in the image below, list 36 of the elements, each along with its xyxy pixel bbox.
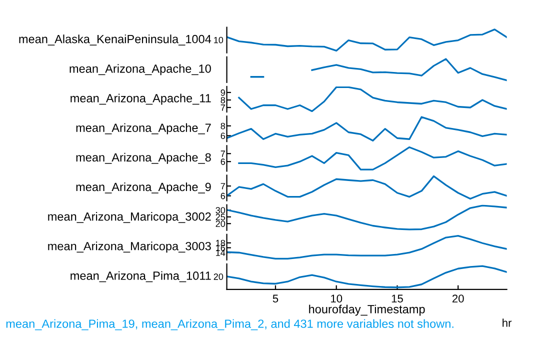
y-tick-label: 18: [216, 240, 226, 246]
y-tick-label: 6: [220, 132, 226, 140]
y-tick-label: 8: [220, 122, 226, 130]
text: hr: [502, 318, 512, 327]
line-series: [226, 234, 507, 260]
y-tick-label: 9: [220, 89, 225, 96]
line-series: [238, 146, 507, 170]
x-tick-label: 15: [392, 294, 403, 303]
y-axis-title: mean_Arizona_Maricopa_3003: [48, 242, 211, 253]
text: mean_Arizona_Pima_19, mean_Arizona_Pima_2, and 431 more variables not shown.: [6, 319, 454, 330]
y-axis-title: mean_Arizona_Pima_1011: [70, 271, 211, 282]
y-tick-label: 8: [220, 96, 226, 104]
y-axis-title: mean_Arizona_Apache_8: [76, 152, 211, 164]
x-tick-label: 20: [452, 294, 464, 303]
y-tick-label: 7: [220, 150, 225, 157]
annotation: 10: [214, 36, 224, 44]
y-axis-title: mean_Arizona_Apache_11: [70, 94, 211, 105]
x-tick-label: 10: [331, 294, 342, 303]
line-series: [226, 175, 507, 200]
y-tick-label: 7: [220, 104, 225, 111]
y-tick-label: 7: [220, 183, 225, 190]
y-axis-title: mean_Arizona_Apache_10: [70, 64, 211, 76]
y-axis-title: mean_Arizona_Apache_9: [76, 182, 211, 194]
line-series: [226, 116, 507, 142]
y-tick-label: 30: [216, 207, 226, 214]
y-tick-label: 20: [216, 220, 226, 227]
x-axis-title: hourofday_Timestamp: [309, 304, 425, 316]
y-tick-label: 6: [220, 192, 226, 200]
line-series: [238, 86, 507, 112]
line-series: [226, 204, 507, 230]
y-tick-label: 6: [220, 158, 226, 165]
y-axis-title: mean_Alaska_KenaiPeninsula_1004: [19, 34, 212, 46]
y-axis-title: mean_Arizona_Maricopa_3002: [48, 212, 211, 224]
y-axis-title: mean_Arizona_Apache_7: [76, 123, 211, 134]
x-tick-label: 5: [272, 294, 278, 303]
y-tick-label: 25: [216, 214, 226, 220]
